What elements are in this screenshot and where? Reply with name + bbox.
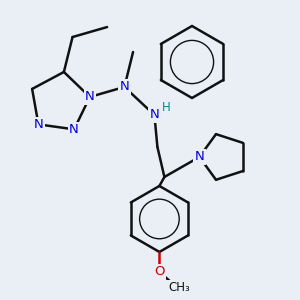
Text: N: N: [119, 80, 129, 94]
Text: CH₃: CH₃: [169, 281, 190, 295]
Text: N: N: [69, 123, 79, 136]
Text: N: N: [85, 90, 95, 104]
Text: N: N: [149, 109, 159, 122]
Text: N: N: [34, 118, 43, 131]
Text: N: N: [85, 90, 95, 104]
Text: H: H: [162, 101, 171, 115]
Text: O: O: [154, 266, 165, 278]
Text: N: N: [194, 151, 204, 164]
